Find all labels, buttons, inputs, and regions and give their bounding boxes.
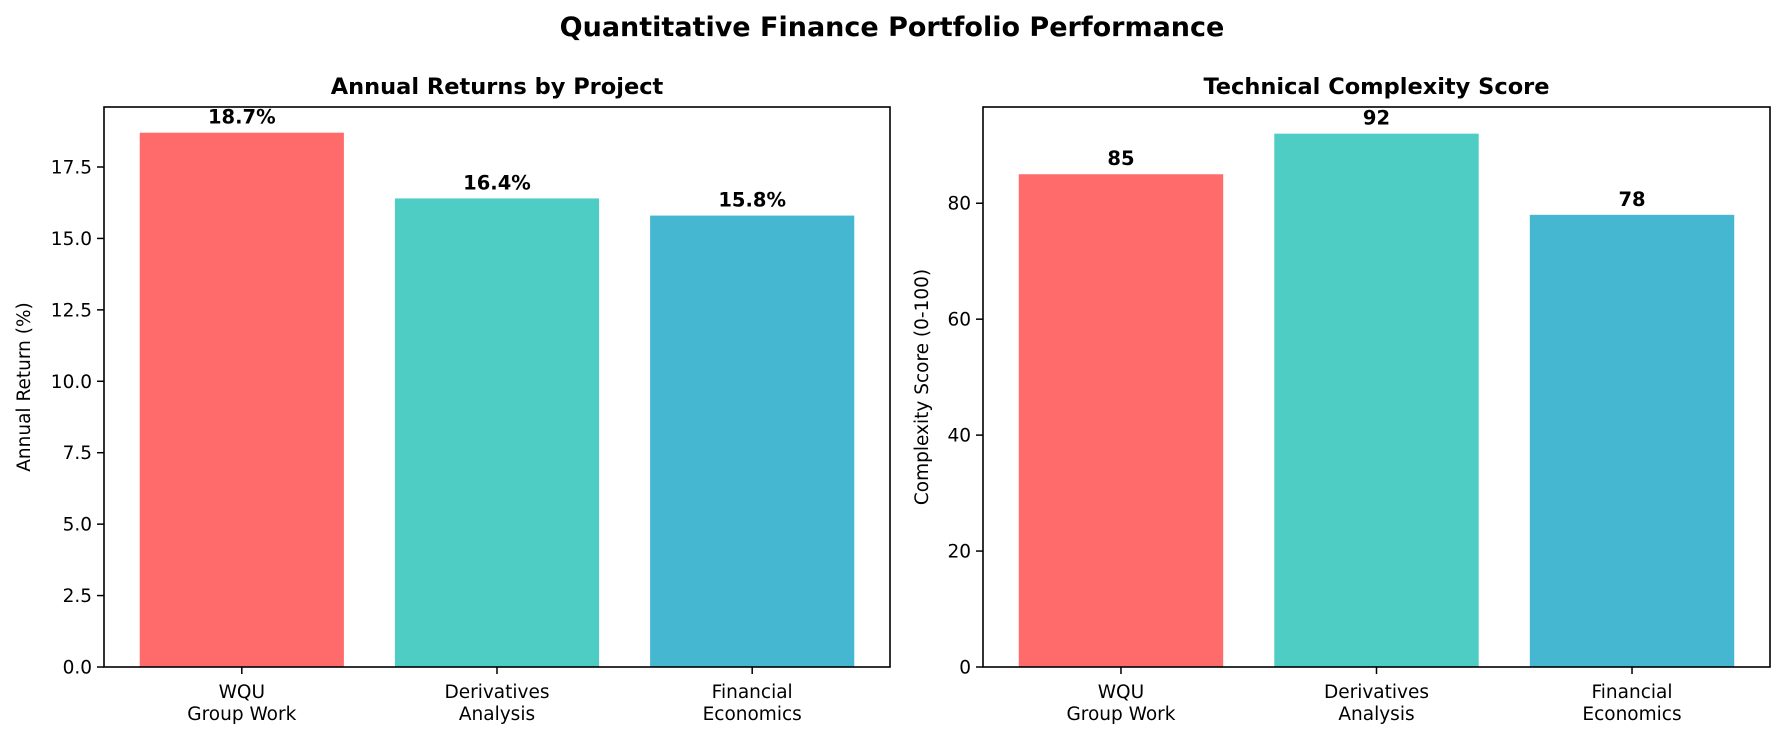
y-tick-label: 80: [947, 194, 971, 215]
data-label: 18.7%: [208, 106, 276, 129]
x-tick-label: WQU Group Work: [1066, 682, 1175, 725]
x-tick-label: WQU Group Work: [187, 682, 296, 725]
x-tick-label: Financial Economics: [703, 682, 802, 725]
x-tick-label-line: Group Work: [1066, 704, 1175, 725]
x-tick-label: Derivatives Analysis: [1324, 682, 1429, 725]
y-tick-label: 10.0: [51, 372, 92, 393]
y-axis-label: Annual Return (%): [14, 302, 35, 471]
y-tick-label: 40: [947, 426, 971, 447]
y-tick-label: 15.0: [51, 229, 92, 250]
chart-title: Annual Returns by Project: [331, 74, 664, 100]
x-tick-label: Financial Economics: [1582, 682, 1681, 725]
y-axis-label: Complexity Score (0-100): [912, 269, 933, 505]
y-tick-label: 20: [947, 542, 971, 563]
y-tick-label: 17.5: [51, 158, 92, 179]
y-tick-label: 0: [959, 658, 971, 679]
y-tick-label: 7.5: [63, 443, 92, 464]
bar-1-1: [139, 132, 344, 667]
data-label: 15.8%: [718, 189, 786, 212]
chart-panel-2: 85 92 78 0 20 40 60 80 WQU Group Work Derivatives A…: [912, 74, 1771, 725]
data-label: 78: [1618, 188, 1645, 211]
x-tick-label-line: Group Work: [187, 704, 296, 725]
data-label: 85: [1107, 147, 1134, 170]
chart-panel-1: 18.7% 16.4% 15.8% 0.0 2.5 5.0 7.5 10.0 12.5 15.0 1…: [14, 74, 891, 725]
y-tick-label: 5.0: [63, 515, 92, 536]
bar-1-2: [394, 198, 600, 667]
x-tick-label-line: Economics: [703, 704, 802, 725]
y-tick-label: 2.5: [63, 586, 92, 607]
x-tick-label-line: Analysis: [1338, 704, 1414, 725]
x-tick-label-line: Economics: [1582, 704, 1681, 725]
x-tick-label-line: Analysis: [459, 704, 535, 725]
x-tick-label-line: WQU: [1098, 682, 1144, 703]
y-tick-label: 12.5: [51, 300, 92, 321]
x-tick-label-line: Derivatives: [1324, 682, 1429, 703]
chart-title: Technical Complexity Score: [1203, 74, 1549, 100]
x-tick-label: Derivatives Analysis: [444, 682, 549, 725]
data-label: 16.4%: [463, 171, 531, 194]
bar-2-3: [1529, 214, 1735, 667]
x-tick-label-line: Derivatives: [444, 682, 549, 703]
y-tick-label: 0.0: [63, 658, 92, 679]
data-label: 92: [1363, 107, 1390, 130]
bar-1-3: [650, 215, 855, 668]
x-tick-label-line: Financial: [1592, 682, 1673, 703]
bar-2-2: [1274, 133, 1479, 667]
figure-title: Quantitative Finance Portfolio Performan…: [560, 12, 1225, 43]
x-tick-label-line: Financial: [712, 682, 793, 703]
bar-2-1: [1018, 174, 1224, 667]
x-tick-label-line: WQU: [219, 682, 265, 703]
y-tick-label: 60: [947, 310, 971, 331]
